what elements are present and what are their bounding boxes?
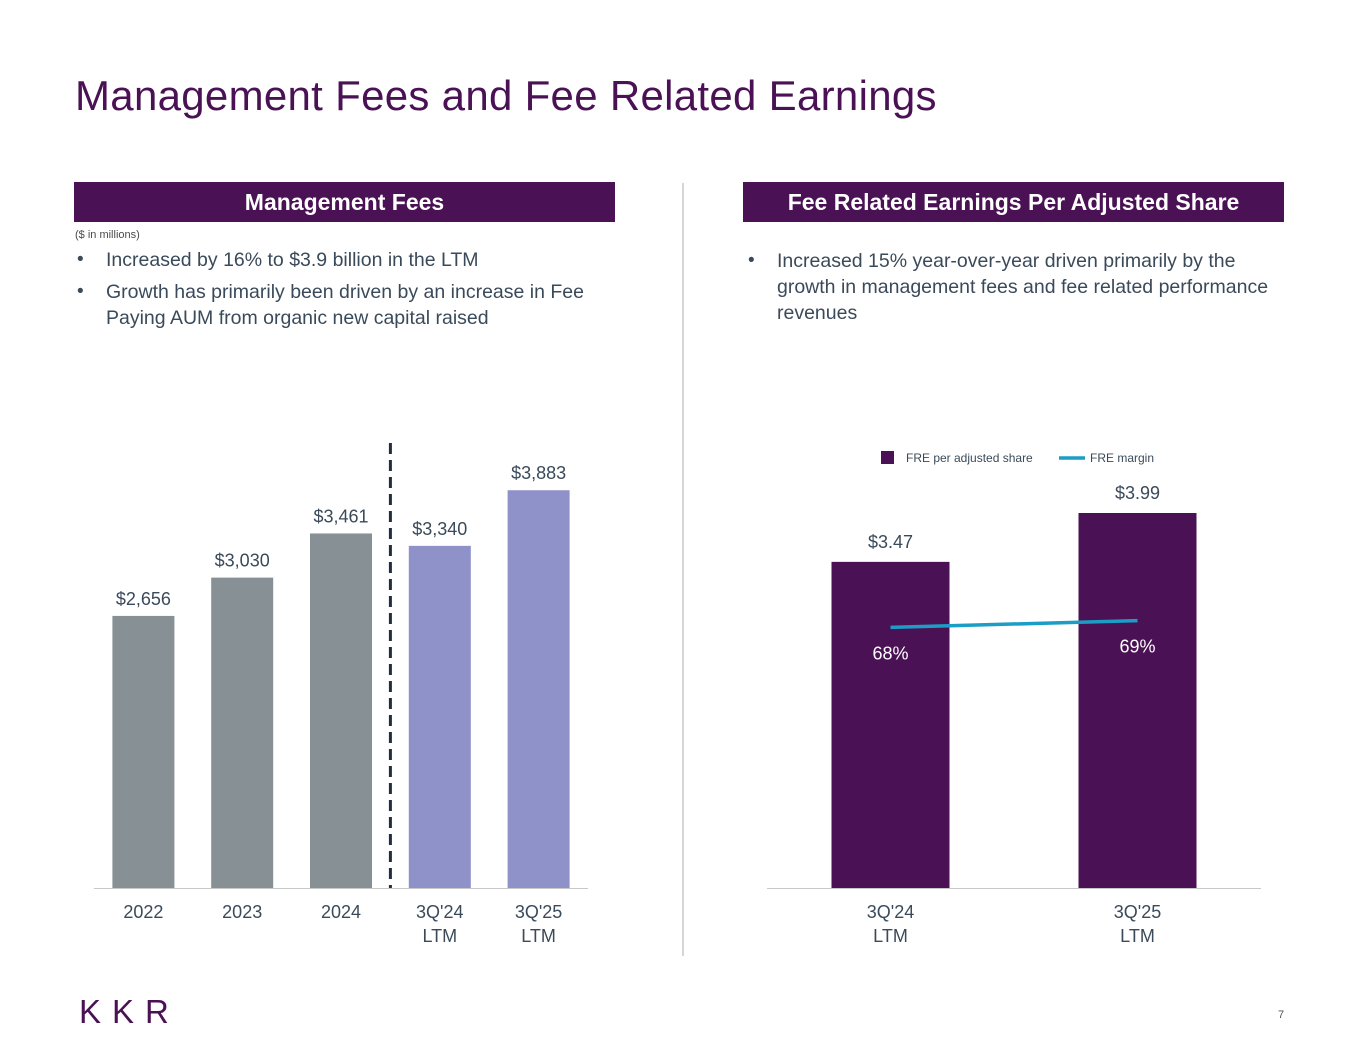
fre-margin-line (890, 618, 1138, 630)
kkr-logo: KKR (79, 993, 180, 1030)
bar-2023 (211, 577, 274, 888)
x-tick-label: 3Q'24 (416, 902, 463, 922)
bar-value-label: $3.99 (1115, 483, 1160, 503)
page-number: 7 (1278, 1009, 1285, 1021)
bar-value-label: $3.47 (868, 532, 913, 552)
x-tick-label: 3Q'25 (515, 902, 562, 922)
x-tick-label: LTM (521, 926, 556, 946)
bar-2024 (310, 533, 372, 888)
bar-value-label: $3,883 (511, 463, 566, 483)
bullet-item: Growth has primarily been driven by an i… (75, 279, 620, 331)
management-fees-header: Management Fees (74, 182, 615, 222)
bar-3q-24-ltm (408, 545, 471, 888)
bar-value-label: $3,461 (313, 506, 368, 526)
x-tick-label: 3Q'25 (1114, 902, 1161, 922)
bullet-item: Increased by 16% to $3.9 billion in the … (75, 247, 620, 273)
margin-value-label: 68% (872, 643, 908, 663)
legend-label: FRE per adjusted share (906, 451, 1033, 465)
bar-value-label: $2,656 (116, 589, 171, 609)
bar-value-label: $3,030 (215, 551, 270, 571)
x-tick-label: LTM (1120, 926, 1155, 946)
legend-label: FRE margin (1090, 451, 1154, 465)
x-tick-label: LTM (422, 926, 457, 946)
fre-per-share-header: Fee Related Earnings Per Adjusted Share (743, 182, 1284, 222)
x-tick-label: 2022 (123, 902, 163, 922)
fre-bullets: Increased 15% year-over-year driven prim… (746, 248, 1281, 332)
bar-2022 (112, 615, 175, 888)
x-tick-label: 3Q'24 (867, 902, 914, 922)
bar-3q-25-ltm (507, 490, 570, 888)
management-fees-bullets: Increased by 16% to $3.9 billion in the … (75, 247, 620, 337)
x-tick-label: 2024 (321, 902, 361, 922)
margin-value-label: 69% (1119, 637, 1155, 657)
panel-divider (682, 183, 684, 956)
fre-bar-1 (1078, 513, 1197, 888)
fre-bar-0 (831, 561, 950, 888)
legend-swatch-bar (881, 451, 894, 464)
x-tick-label: 2023 (222, 902, 262, 922)
bullet-item: Increased 15% year-over-year driven prim… (746, 248, 1281, 326)
page-title: Management Fees and Fee Related Earnings (75, 72, 937, 119)
x-tick-label: LTM (873, 926, 908, 946)
units-note: ($ in millions) (75, 229, 140, 241)
bar-value-label: $3,340 (412, 519, 467, 539)
